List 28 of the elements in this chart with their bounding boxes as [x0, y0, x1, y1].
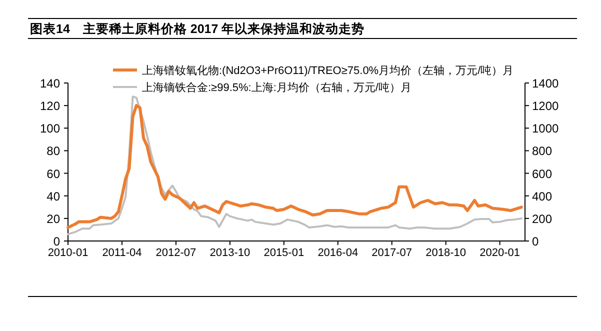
y-tick-label: 100 [40, 122, 60, 136]
legend-label: 上海镨钕氧化物:(Nd2O3+Pr6O11)/TREO≥75.0%月均价（左轴，万元/吨）月 [142, 64, 514, 77]
y2-tick-label: 1400 [532, 76, 560, 90]
y-tick-label: 20 [46, 212, 60, 226]
y-tick-label: 40 [46, 189, 60, 204]
x-tick-label: 2020-01 [480, 247, 520, 259]
chart-title: 图表14 主要稀土原料价格 2017 年以来保持温和波动走势 [30, 21, 365, 36]
y-tick-label: 60 [46, 166, 60, 181]
y2-tick-label: 600 [532, 166, 552, 181]
x-tick-label: 2017-07 [372, 247, 412, 259]
y2-tick-label: 800 [532, 144, 552, 158]
y-tick-label: 120 [40, 99, 60, 114]
y2-tick-label: 400 [532, 189, 552, 204]
x-tick-label: 2012-07 [156, 247, 196, 259]
x-tick-label: 2015-01 [264, 247, 304, 259]
y2-tick-label: 0 [532, 234, 539, 248]
legend-label: 上海镝铁合金:≥99.5%:上海:月均价（右轴，万元/吨）月 [142, 81, 412, 94]
x-tick-label: 2011-04 [102, 247, 142, 259]
x-tick-label: 2010-01 [48, 247, 88, 259]
x-tick-label: 2016-04 [318, 247, 358, 259]
x-tick-label: 2013-10 [210, 247, 250, 259]
y-tick-label: 140 [40, 76, 60, 90]
y2-tick-label: 1000 [532, 122, 560, 136]
y2-tick-label: 200 [532, 212, 552, 226]
y2-tick-label: 1200 [532, 99, 560, 114]
y-tick-label: 80 [46, 144, 60, 158]
x-tick-label: 2018-10 [426, 247, 466, 259]
y-tick-label: 0 [53, 234, 60, 248]
